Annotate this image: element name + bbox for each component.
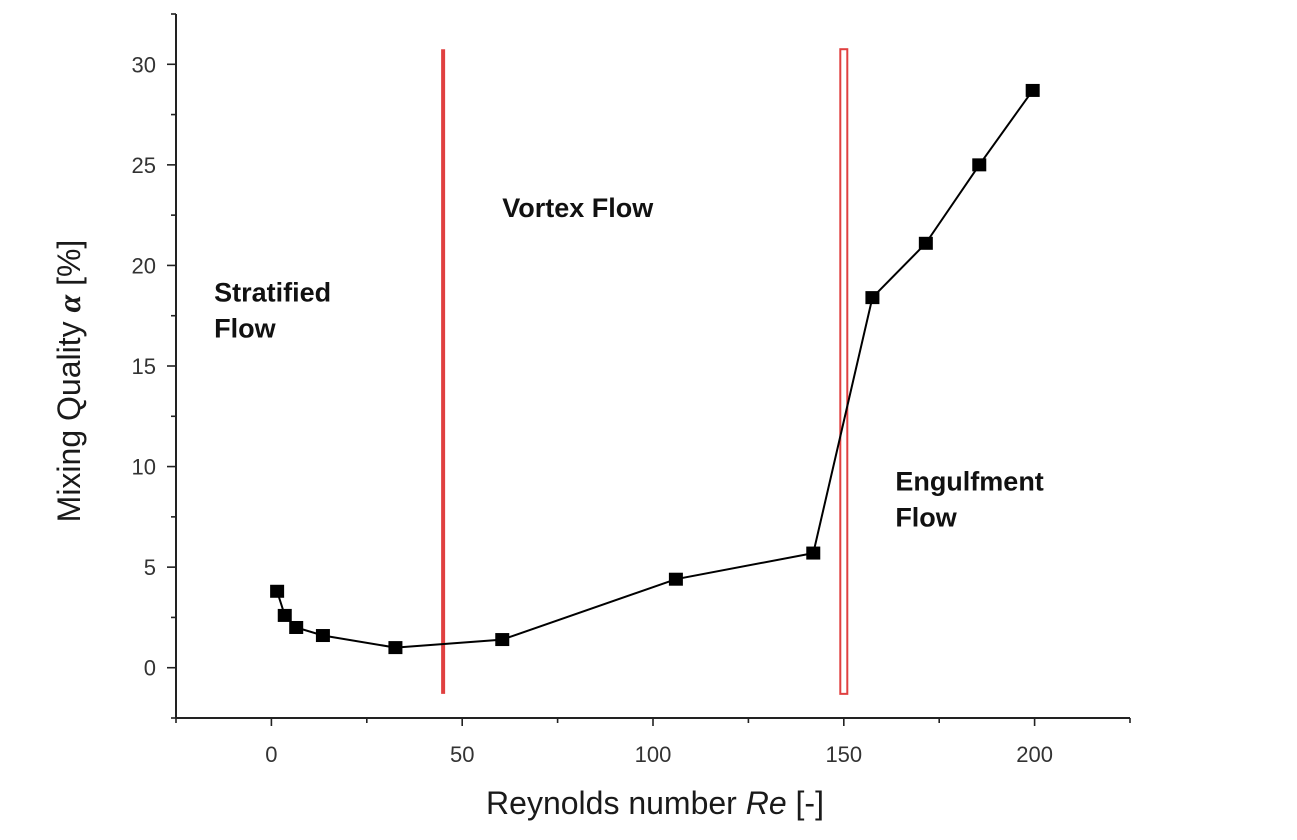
x-tick-label: 100 [635,742,672,767]
y-ticks: 0 5 10 15 20 25 30 [132,13,176,719]
region-label-line: Flow [895,503,957,533]
data-series [270,83,1040,655]
region-label-line: Stratified [214,278,331,308]
region-label: Engulfment Flow [895,467,1043,533]
y-tick-label: 0 [144,656,156,681]
data-point [270,584,285,598]
data-point [865,291,880,305]
x-tick-label: 50 [450,742,474,767]
region-labels: Stratified Flow Vortex Flow Engulfment Flow [214,193,1044,533]
series-line [276,89,1034,649]
data-point [388,641,403,655]
data-point [806,546,821,560]
region-label: Stratified Flow [214,278,331,344]
x-ticks: 0 50 100 150 200 [175,718,1131,767]
y-tick-label: 10 [132,455,156,480]
y-tick-label: 30 [132,52,156,77]
axes [175,14,1130,719]
region-label-line: Vortex Flow [502,193,654,223]
data-point [495,633,510,647]
region-label-line: Flow [214,314,276,344]
region-boundaries [441,48,849,695]
y-tick-label: 5 [144,555,156,580]
region-boundary-line [839,48,849,695]
region-label-line: Engulfment [895,467,1043,497]
region-label: Vortex Flow [502,193,654,223]
data-point [277,608,292,622]
data-point [972,158,987,172]
x-tick-label: 0 [265,742,277,767]
data-point [1025,83,1040,97]
x-tick-label: 200 [1016,742,1053,767]
x-axis-label: Reynolds number Re [-] [486,785,824,821]
y-axis-label: Mixing Quality α [%] [51,240,87,523]
y-tick-label: 15 [132,354,156,379]
y-tick-label: 20 [132,253,156,278]
x-tick-label: 150 [825,742,862,767]
data-point [668,572,683,586]
y-tick-label: 25 [132,153,156,178]
data-point [918,236,933,250]
data-point [289,620,304,634]
data-point [315,629,330,643]
